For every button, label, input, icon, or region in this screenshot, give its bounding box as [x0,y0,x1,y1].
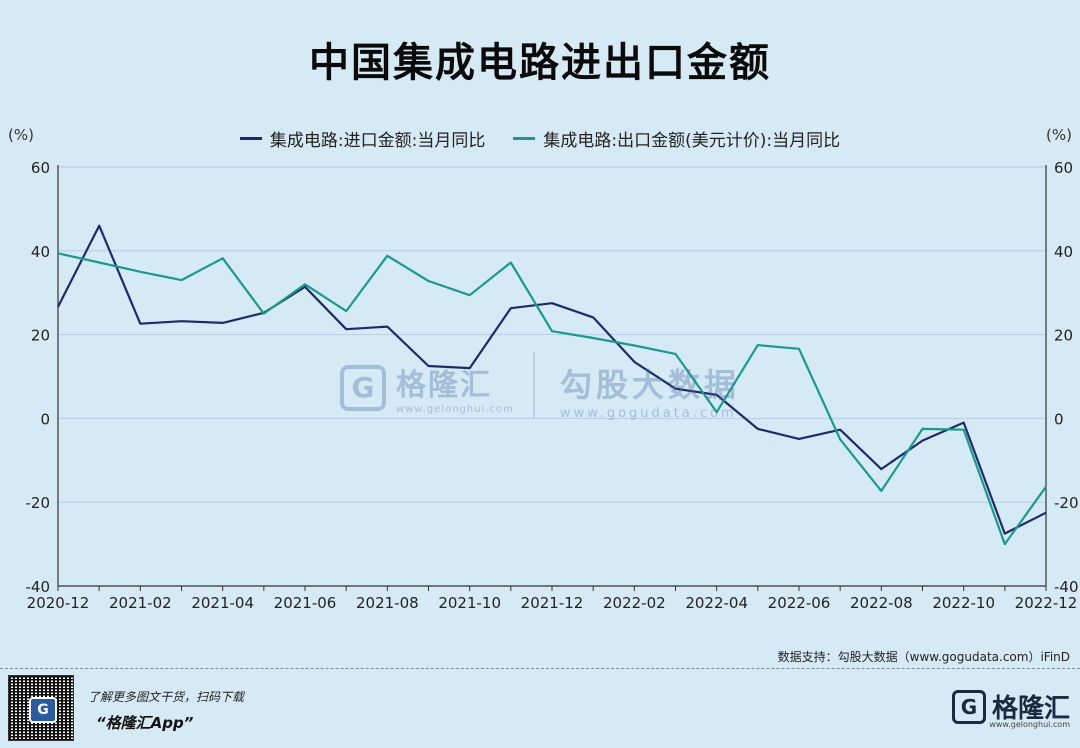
watermark-gelonghui: G 格隆汇 www.gelonghui.com [340,360,514,415]
y-tick-label-left: -20 [26,494,51,512]
watermark-right-name: 勾股大数据 [560,366,741,404]
y-tick-label-left: 40 [31,243,50,261]
x-tick-label: 2022-02 [603,594,666,612]
x-tick-label: 2021-10 [438,594,501,612]
x-tick-label: 2022-10 [932,594,995,612]
x-tick-label: 2022-12 [1015,594,1078,612]
chart-legend: 集成电路:进口金额:当月同比 集成电路:出口金额(美元计价):当月同比 [0,126,1080,151]
watermark-left-url: www.gelonghui.com [396,404,514,415]
watermark-left-name: 格隆汇 [396,368,492,403]
watermark-divider [533,352,535,418]
footer-divider [0,668,1080,669]
gelonghui-logo-icon: G [340,364,386,411]
x-tick-label: 2021-02 [109,594,172,612]
y-tick-label-left: 60 [31,159,50,177]
x-tick-label: 2022-08 [850,594,913,612]
x-tick-label: 2020-12 [27,594,90,612]
legend-swatch-import [239,137,262,140]
brand-name: 格隆汇 [991,694,1070,724]
y-tick-label-left: 0 [40,410,50,428]
chart-title: 中国集成电路进出口金额 [309,40,771,86]
y-tick-label-right: 20 [1054,327,1073,345]
y-tick-label-right: -20 [1054,494,1079,512]
right-axis-unit: (%) [1046,126,1072,144]
series-line-export [57,252,1047,546]
watermark-gogudata: 勾股大数据 www.gogudata.com [560,360,740,421]
brand-url: www.gelonghui.com [989,720,1070,729]
legend-label-export: 集成电路:出口金额(美元计价):当月同比 [543,131,841,151]
legend-item-import: 集成电路:进口金额:当月同比 [239,126,486,151]
y-tick-label-right: -40 [1054,578,1079,596]
y-tick-label-right: 0 [1054,410,1064,428]
brand-g-icon: G [951,689,986,724]
y-tick-label-right: 60 [1054,159,1073,177]
left-axis-unit: (%) [8,126,34,144]
x-tick-label: 2021-04 [191,594,254,612]
legend-swatch-export [513,137,536,140]
y-tick-label-right: 40 [1054,243,1073,261]
y-tick-label-left: 20 [31,327,50,345]
legend-item-export: 集成电路:出口金额(美元计价):当月同比 [513,126,840,151]
data-source: 数据支持：勾股大数据（www.gogudata.com）iFinD [777,650,1070,664]
x-tick-label: 2021-06 [274,594,337,612]
series-line-import [57,224,1047,535]
watermark-right-url: www.gogudata.com [560,406,737,421]
x-tick-label: 2022-04 [685,594,748,612]
qr-center-logo-icon: G [29,697,57,723]
x-tick-label: 2022-06 [768,594,831,612]
legend-label-import: 集成电路:进口金额:当月同比 [269,131,486,151]
promo-text: 了解更多图文干货，扫码下载 [88,690,245,704]
x-tick-label: 2021-08 [356,594,419,612]
brand-logo: G 格隆汇 www.gelonghui.com [951,688,1070,729]
promo-app-name: “格隆汇App” [96,714,194,732]
y-tick-label-left: -40 [26,578,51,596]
x-tick-label: 2021-12 [521,594,584,612]
